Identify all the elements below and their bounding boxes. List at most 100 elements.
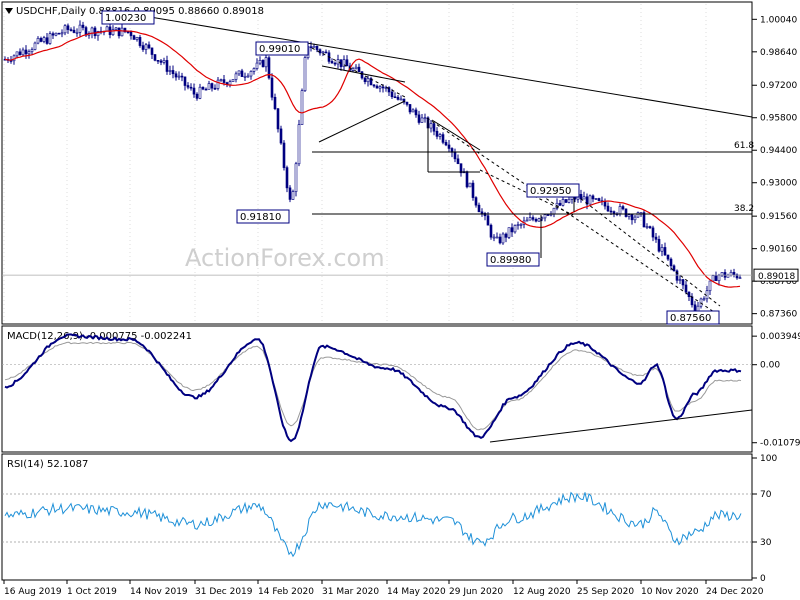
candle-body [279, 128, 283, 144]
candle-body [129, 31, 133, 36]
candle-body [411, 109, 415, 113]
candle-body [291, 191, 295, 200]
macd-line [4, 333, 742, 443]
candle-body [504, 233, 508, 238]
candle-body [660, 247, 664, 252]
rsi-ytick-label: 30 [760, 538, 772, 548]
candle-body [237, 70, 241, 75]
candle-body [219, 79, 223, 81]
xtick-label: 31 Mar 2020 [322, 587, 379, 597]
candle-body [63, 25, 67, 34]
candle-body [711, 275, 715, 282]
candle-body [579, 194, 583, 200]
candle-body [636, 212, 640, 218]
candle-body [471, 182, 475, 198]
candle-body [468, 182, 472, 188]
macd-trendline [489, 409, 753, 443]
candle-body [249, 71, 253, 77]
candle-body [687, 291, 691, 298]
candle-body [528, 217, 532, 221]
level-label: 1.00230 [105, 13, 146, 24]
candle-body [516, 224, 520, 226]
collapse-triangle-icon[interactable] [5, 8, 13, 14]
price-panel-header: USDCHF,Daily 0.88816 0.89095 0.88660 0.8… [5, 6, 264, 17]
candle-body [381, 86, 385, 89]
level-box [486, 252, 540, 267]
candle-body [657, 239, 661, 252]
candle-body [372, 84, 376, 87]
level-label: 0.99010 [259, 44, 300, 55]
candle-body [624, 208, 628, 217]
candle-body [207, 83, 211, 90]
candle-body [138, 37, 142, 46]
candle-body [390, 91, 394, 98]
candle-body [414, 109, 418, 116]
candle-body [537, 218, 541, 222]
xtick-label: 14 Nov 2019 [130, 587, 188, 597]
candle-body [402, 98, 406, 103]
candle-body [177, 75, 181, 78]
candle-body [501, 233, 505, 244]
candle-body [648, 226, 652, 229]
fib-label: 38.2 [734, 204, 754, 214]
rsi-title: RSI(14) 52.1087 [7, 459, 88, 470]
fib-label: 61.8 [734, 141, 754, 151]
candle-body [321, 51, 325, 54]
candle-body [96, 30, 100, 37]
price-ytick-label: 0.95800 [760, 114, 797, 124]
candle-body [483, 213, 487, 217]
candle-body [456, 158, 460, 164]
candle-body [645, 226, 649, 228]
candle-body [474, 197, 478, 206]
last-price-box [753, 268, 799, 282]
candle-body [708, 280, 712, 292]
candle-body [717, 275, 721, 282]
price-ytick-label: 0.97200 [760, 81, 797, 91]
rsi-ytick-label: 70 [760, 490, 772, 500]
candle-body [126, 31, 130, 34]
candle-body [54, 32, 58, 36]
candle-body [432, 123, 436, 132]
candle-body [603, 200, 607, 207]
level-box [236, 209, 290, 224]
candle-body [654, 236, 658, 240]
candle-body [369, 78, 373, 86]
candle-body [75, 32, 79, 34]
candle-body [444, 142, 448, 146]
xtick-label: 24 Dec 2020 [706, 587, 764, 597]
candle-body [261, 60, 265, 68]
candle-body [267, 57, 271, 79]
candle-body [354, 66, 358, 70]
level-box [526, 183, 580, 198]
candle-body [639, 212, 643, 214]
candle-body [492, 236, 496, 239]
candle-body [141, 45, 145, 50]
rsi-ytick-label: 100 [760, 454, 777, 464]
candle-body [39, 38, 43, 42]
candle-body [342, 59, 346, 67]
candle-body [621, 206, 625, 210]
rsi-ytick-label: 0 [760, 574, 766, 584]
price-ytick-label: 0.94400 [760, 146, 797, 156]
symbol-title: USDCHF,Daily [16, 6, 86, 17]
candle-body [228, 81, 232, 86]
candle-body [24, 49, 28, 55]
candle-body [168, 70, 172, 72]
candle-body [588, 195, 592, 205]
candle-body [651, 227, 655, 238]
candle-body [567, 198, 571, 203]
candle-body [276, 108, 280, 130]
price-ytick-label: 0.93000 [760, 179, 797, 189]
candle-body [69, 29, 73, 31]
macd-panel-frame [1, 325, 753, 453]
candle-body [45, 37, 49, 44]
xtick-label: 25 Sep 2020 [577, 587, 634, 597]
candle-body [534, 219, 538, 222]
candle-body [582, 196, 586, 200]
triangle-top-line [321, 65, 406, 83]
xtick-label: 16 Aug 2019 [4, 587, 62, 597]
candle-body [165, 60, 169, 72]
candle-body [78, 24, 82, 33]
candle-body [21, 49, 25, 56]
candle-body [111, 29, 115, 36]
